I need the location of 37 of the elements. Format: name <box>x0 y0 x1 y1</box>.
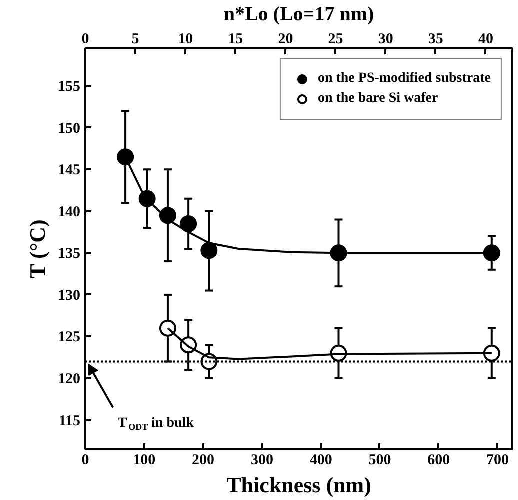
y-tick-label: 115 <box>58 413 81 430</box>
y-axis-title: T (°C) <box>25 220 50 279</box>
y-tick-label: 135 <box>58 246 80 262</box>
x-tick-label: 600 <box>428 452 450 468</box>
x-tick-label: 700 <box>486 452 510 468</box>
x-tick-label: 0 <box>82 452 90 468</box>
x2-tick-label: 10 <box>178 32 194 48</box>
y-tick-label: 130 <box>58 288 80 304</box>
point <box>159 320 176 337</box>
point <box>180 215 198 232</box>
y-tick-label: 125 <box>58 330 80 346</box>
x-tick-label: 300 <box>250 452 274 468</box>
x-tick-label: 200 <box>192 452 215 468</box>
x2-axis-title: n*Lo (Lo=17 nm) <box>224 4 374 26</box>
legend-label: on the bare Si wafer <box>318 91 438 107</box>
x2-tick-label: 20 <box>278 32 294 48</box>
y-tick-label: 155 <box>58 79 80 96</box>
x2-tick-label: 30 <box>378 32 394 48</box>
y-tick-label: 145 <box>58 162 80 179</box>
point <box>200 242 218 260</box>
y-tick-label: 120 <box>58 371 80 388</box>
point <box>483 244 500 262</box>
x2-tick-label: 0 <box>82 32 90 48</box>
x-tick-label: 500 <box>368 452 392 468</box>
x-tick-label: 100 <box>133 452 156 468</box>
x-axis-title: Thickness (nm) <box>226 472 372 498</box>
x-tick-label: 400 <box>310 452 332 468</box>
x2-tick-label: 40 <box>478 32 494 48</box>
y-tick-label: 140 <box>58 204 80 220</box>
x2-tick-label: 25 <box>328 32 344 48</box>
legend-label: on the PS-modified substrate <box>318 71 491 87</box>
x2-tick-label: 5 <box>132 32 140 48</box>
point <box>117 148 134 166</box>
y-tick-label: 150 <box>58 120 80 137</box>
point <box>483 344 500 362</box>
x2-tick-label: 35 <box>428 32 444 48</box>
x2-tick-label: 15 <box>228 32 244 48</box>
